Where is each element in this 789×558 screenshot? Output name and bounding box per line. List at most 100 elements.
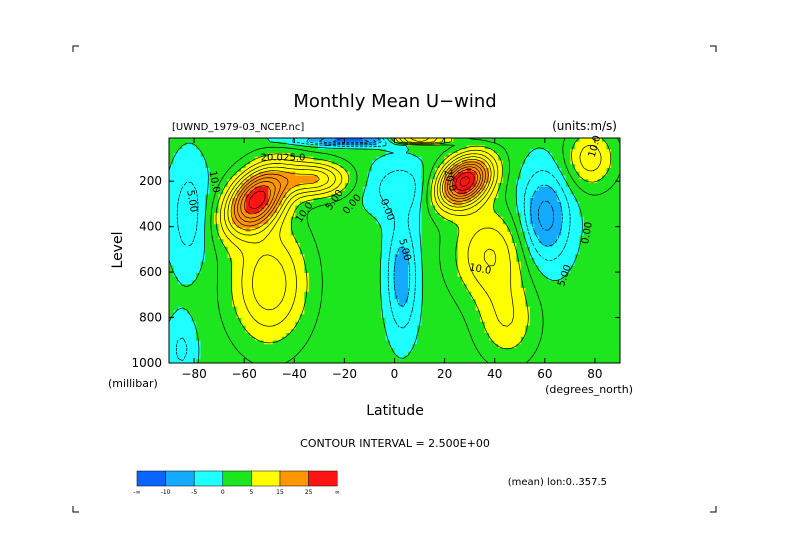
- contour-fill-cell: [187, 145, 193, 150]
- contour-fill-cell: [552, 239, 558, 244]
- contour-fill-cell: [435, 318, 441, 323]
- contour-fill-cell: [556, 280, 562, 285]
- contour-fill-cell: [588, 205, 594, 210]
- contour-fill-cell: [281, 299, 287, 304]
- contour-fill-cell: [421, 179, 427, 184]
- contour-fill-cell: [579, 250, 585, 255]
- contour-fill-cell: [394, 288, 400, 293]
- contour-fill-cell: [610, 269, 617, 274]
- contour-fill-cell: [547, 299, 553, 304]
- contour-fill-cell: [615, 138, 620, 143]
- contour-fill-cell: [480, 265, 486, 270]
- contour-fill-cell: [520, 190, 526, 195]
- contour-fill-cell: [371, 194, 378, 199]
- contour-fill-cell: [362, 190, 369, 195]
- contour-fill-cell: [281, 239, 287, 244]
- contour-fill-cell: [588, 306, 594, 312]
- contour-fill-cell: [218, 254, 224, 259]
- contour-fill-cell: [466, 276, 472, 282]
- contour-fill-cell: [403, 303, 409, 308]
- contour-fill-cell: [178, 171, 184, 177]
- contour-fill-cell: [268, 213, 274, 218]
- contour-fill-cell: [534, 183, 540, 188]
- contour-fill-cell: [362, 228, 369, 233]
- contour-fill-cell: [444, 156, 450, 162]
- contour-fill-cell: [471, 243, 477, 248]
- contour-fill-cell: [169, 276, 175, 282]
- contour-fill-cell: [223, 213, 229, 218]
- contour-fill-cell: [214, 276, 220, 282]
- contour-fill-cell: [205, 284, 211, 289]
- contour-fill-cell: [196, 261, 202, 267]
- contour-fill-cell: [358, 235, 364, 240]
- contour-fill-cell: [426, 190, 432, 195]
- contour-fill-cell: [529, 224, 535, 229]
- contour-fill-cell: [322, 303, 328, 308]
- contour-fill-cell: [480, 194, 486, 199]
- contour-fill-cell: [200, 250, 206, 255]
- contour-fill-cell: [272, 303, 278, 308]
- contour-fill-cell: [556, 310, 562, 315]
- contour-fill-cell: [421, 216, 427, 222]
- contour-fill-cell: [615, 149, 620, 154]
- contour-fill-cell: [439, 194, 445, 199]
- contour-fill-cell: [200, 243, 206, 248]
- contour-fill-cell: [223, 175, 229, 180]
- contour-fill-cell: [173, 246, 179, 252]
- contour-fill-cell: [367, 141, 373, 147]
- contour-fill-cell: [538, 171, 544, 177]
- contour-fill-cell: [277, 198, 283, 203]
- contour-fill-cell: [326, 216, 332, 222]
- contour-fill-cell: [241, 310, 247, 315]
- contour-fill-cell: [254, 258, 260, 263]
- contour-fill-cell: [214, 295, 220, 300]
- contour-fill-cell: [241, 216, 247, 222]
- contour-fill-cell: [615, 258, 620, 263]
- contour-fill-cell: [268, 310, 274, 315]
- contour-fill-cell: [412, 254, 418, 259]
- contour-fill-cell: [480, 276, 486, 282]
- contour-fill-cell: [277, 310, 283, 315]
- contour-fill-cell: [353, 291, 360, 297]
- contour-fill-cell: [371, 258, 378, 263]
- contour-fill-cell: [344, 231, 350, 237]
- contour-fill-cell: [439, 306, 445, 312]
- contour-fill-cell: [353, 220, 360, 225]
- contour-fill-cell: [448, 209, 454, 214]
- contour-fill-cell: [543, 314, 549, 319]
- contour-fill-cell: [430, 295, 436, 300]
- contour-fill-cell: [408, 198, 414, 203]
- contour-fill-cell: [218, 228, 224, 233]
- contour-fill-cell: [272, 254, 278, 259]
- contour-fill-cell: [516, 306, 522, 312]
- contour-fill-cell: [570, 269, 576, 274]
- contour-fill-cell: [448, 194, 454, 199]
- contour-fill-cell: [426, 239, 432, 244]
- contour-fill-cell: [403, 306, 409, 312]
- contour-fill-cell: [430, 183, 436, 188]
- contour-fill-cell: [471, 321, 477, 327]
- contour-fill-cell: [214, 164, 220, 169]
- contour-fill-cell: [538, 254, 544, 259]
- contour-fill-cell: [529, 310, 535, 315]
- contour-fill-cell: [435, 194, 441, 199]
- contour-fill-cell: [173, 153, 179, 158]
- contour-fill-cell: [254, 138, 260, 143]
- contour-fill-cell: [457, 261, 463, 267]
- contour-fill-cell: [457, 321, 463, 327]
- contour-fill-cell: [371, 213, 378, 218]
- contour-fill-cell: [317, 205, 323, 210]
- contour-fill-cell: [511, 280, 517, 285]
- contour-fill-cell: [178, 318, 184, 323]
- contour-fill-cell: [601, 306, 608, 312]
- contour-fill-cell: [448, 171, 454, 177]
- contour-fill-cell: [439, 183, 445, 188]
- contour-fill-cell: [574, 265, 581, 270]
- contour-fill-cell: [200, 299, 206, 304]
- contour-fill-cell: [254, 243, 260, 248]
- contour-fill-cell: [250, 231, 256, 237]
- contour-fill-cell: [236, 160, 242, 165]
- contour-fill-cell: [574, 231, 581, 237]
- contour-fill-cell: [601, 231, 608, 237]
- contour-fill-cell: [281, 201, 287, 207]
